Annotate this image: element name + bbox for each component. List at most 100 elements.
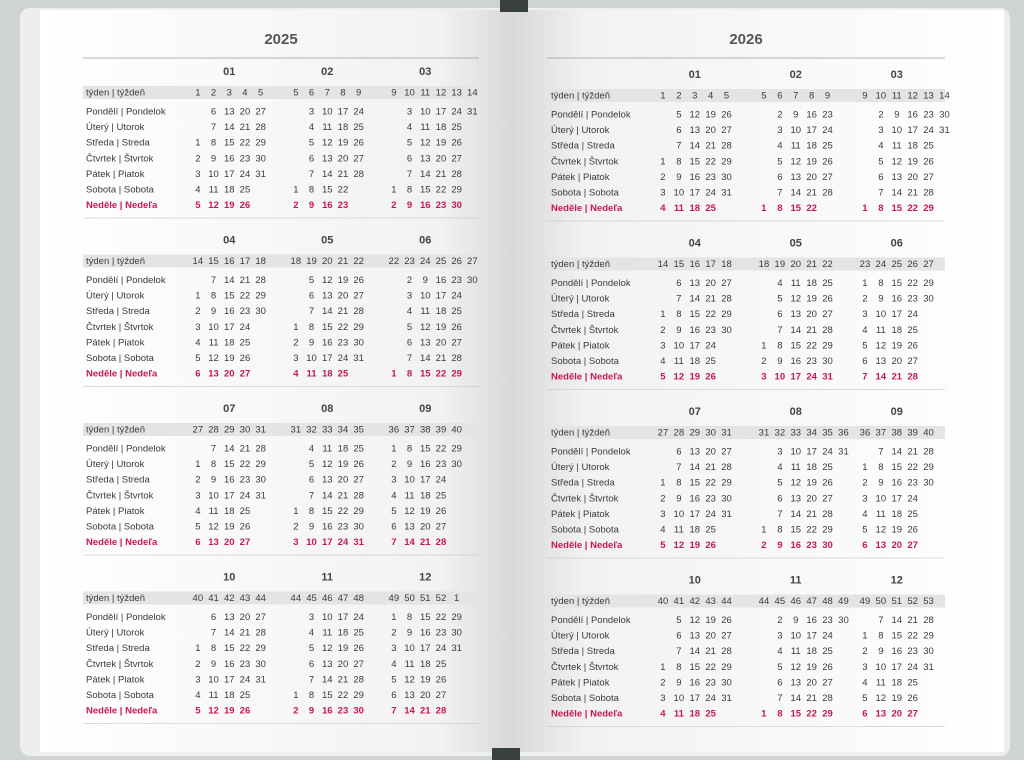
day-number: 23 [338,706,349,717]
day-number: 6 [391,522,396,533]
day-number: 6 [211,107,216,118]
day-label: Sobota | Sobota [551,693,620,704]
week-number: 16 [689,259,700,270]
day-number: 22 [338,185,349,196]
day-number: 13 [404,690,415,701]
day-number: 2 [660,493,665,504]
day-number: 8 [777,203,782,214]
day-number: 12 [322,459,333,470]
week-number: 32 [775,428,786,439]
day-number: 23 [907,478,918,489]
day-number: 14 [224,628,235,639]
day-number: 7 [878,447,883,458]
day-number: 21 [420,537,431,548]
day-number: 15 [322,185,333,196]
week-number: 13 [923,91,934,102]
day-number: 28 [353,306,364,317]
day-number: 27 [907,540,918,551]
day-number: 9 [211,153,216,164]
day-number: 5 [391,674,396,685]
day-number: 24 [923,125,934,136]
day-number: 1 [862,203,868,214]
day-number: 25 [240,506,251,517]
day-number: 21 [240,122,251,133]
day-number: 26 [705,540,716,551]
day-number: 19 [806,662,817,673]
day-number: 22 [240,291,251,302]
day-number: 29 [353,690,364,701]
week-label: týden | týždeň [551,596,610,607]
month-name: 04 [223,234,236,246]
day-number: 12 [891,156,902,167]
day-number: 20 [338,291,349,302]
day-number: 15 [689,309,700,320]
day-number: 6 [195,369,200,380]
day-number: 30 [255,306,266,317]
day-number: 5 [862,693,867,704]
day-number: 14 [689,294,700,305]
day-number: 26 [451,138,462,149]
day-number: 24 [338,537,349,548]
day-label: Čtvrtek | Štvrtok [551,493,619,504]
day-number: 28 [451,169,462,180]
day-label: Středa | Streda [551,646,615,657]
day-number: 13 [224,107,235,118]
day-number: 26 [721,110,732,121]
day-number: 21 [240,275,251,286]
day-number: 14 [891,188,902,199]
month-name: 01 [689,69,701,81]
day-number: 8 [676,309,681,320]
day-label: Pátek | Piatok [86,506,145,517]
day-number: 18 [891,325,902,336]
day-number: 16 [322,706,333,717]
day-number: 2 [862,294,867,305]
day-number: 9 [309,706,314,717]
week-number: 28 [674,428,685,439]
day-number: 30 [255,659,266,670]
week-label: týden | týždeň [551,259,610,270]
day-number: 24 [705,693,716,704]
month-name: 10 [223,571,235,583]
day-number: 19 [891,693,902,704]
day-number: 6 [309,153,314,164]
day-number: 7 [309,490,314,501]
day-number: 19 [806,156,817,167]
day-number: 9 [309,200,314,211]
day-number: 9 [878,646,883,657]
week-number: 37 [876,428,887,439]
day-number: 5 [195,200,201,211]
week-number: 25 [436,256,447,267]
day-number: 18 [338,628,349,639]
day-number: 10 [790,447,801,458]
day-label: Středa | Streda [86,475,150,486]
week-number: 13 [451,88,462,99]
week-number: 23 [860,259,871,270]
day-number: 15 [891,278,902,289]
day-number: 9 [211,306,216,317]
week-number: 36 [389,425,400,436]
day-number: 26 [822,156,833,167]
day-number: 11 [209,337,219,348]
month-name: 06 [891,237,903,249]
day-number: 9 [407,200,412,211]
day-label: Úterý | Utorok [551,294,610,305]
week-number: 9 [391,88,396,99]
day-number: 5 [862,340,867,351]
day-label: Čtvrtek | Štvrtok [551,156,619,167]
day-number: 29 [255,291,266,302]
day-number: 2 [777,615,782,626]
day-number: 7 [407,353,412,364]
day-number: 25 [705,356,716,367]
day-number: 6 [391,690,396,701]
day-number: 26 [436,506,447,517]
day-number: 17 [806,447,817,458]
day-number: 24 [353,612,364,623]
day-number: 4 [407,122,412,133]
day-number: 4 [407,306,412,317]
day-number: 20 [806,493,817,504]
day-number: 12 [689,110,700,121]
day-label: Neděle | Nedeľa [86,369,158,380]
day-label: Sobota | Sobota [551,356,620,367]
day-number: 3 [195,169,200,180]
day-number: 21 [806,509,817,520]
